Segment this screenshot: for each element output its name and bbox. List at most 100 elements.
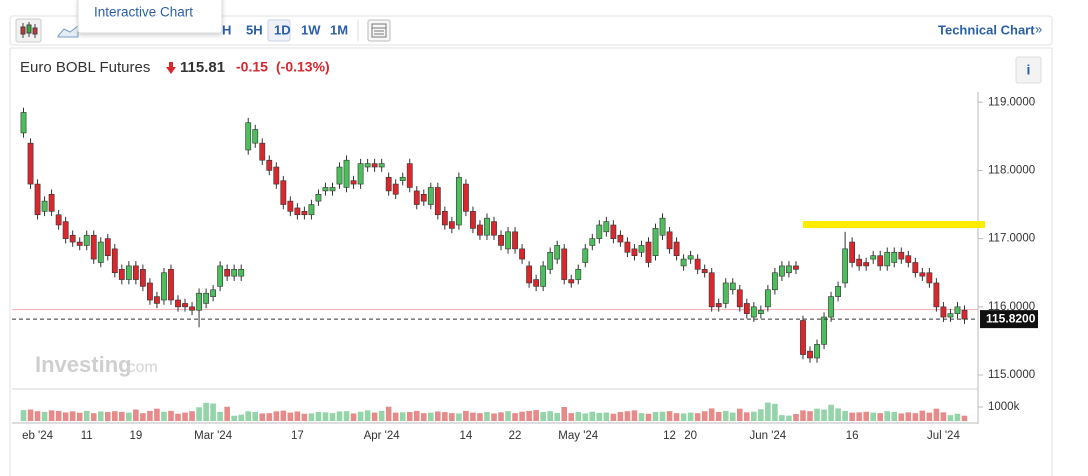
volume-bar [498, 412, 504, 421]
candle-body [926, 272, 933, 284]
candle-body [287, 200, 294, 212]
volume-bar [196, 407, 202, 421]
y-tick-label: 118.0000 [988, 164, 1035, 176]
interval-button[interactable]: H [222, 22, 231, 37]
candle-body [470, 211, 476, 229]
info-icon: i [1027, 62, 1031, 78]
interval-button[interactable]: 1W [301, 22, 321, 37]
volume-bar [828, 404, 834, 421]
volume-bar [659, 411, 666, 421]
candle-body [463, 183, 469, 212]
volume-bar [758, 409, 764, 421]
volume-bar [624, 411, 631, 421]
volume-bar [413, 410, 420, 421]
interval-button[interactable]: 5H [246, 22, 263, 37]
volume-bar [322, 412, 329, 421]
candle-body [666, 231, 673, 250]
volume-bar [428, 412, 434, 421]
volume-bar [519, 411, 525, 421]
down-arrow [166, 62, 176, 74]
candle-body [76, 241, 83, 246]
candle-body [589, 238, 596, 246]
candle-body [118, 269, 125, 280]
volume-bar [238, 414, 244, 421]
volume-bar [947, 415, 954, 421]
volume-bar [631, 410, 638, 421]
volume-bar [793, 414, 799, 421]
candle-body [498, 234, 504, 246]
candle-body [919, 272, 926, 277]
candle-body [912, 262, 919, 274]
candle-body [175, 299, 181, 308]
x-tick-label: 14 [460, 430, 473, 442]
candle-body [736, 289, 743, 308]
volume-bar [371, 412, 378, 421]
candle-body [842, 248, 849, 284]
last-price-label: 115.8200 [986, 311, 1036, 325]
volume-bar [512, 413, 518, 421]
volume-bar [765, 402, 771, 421]
candle-body [603, 221, 610, 233]
volume-bar [786, 415, 792, 421]
volume-bar [652, 412, 659, 421]
candle-body [638, 245, 645, 253]
volume-bar [97, 411, 104, 421]
candle-body [729, 282, 736, 291]
volume-bar [926, 412, 933, 421]
volume-bar [154, 408, 160, 421]
candle-body [343, 159, 350, 188]
volume-bar [898, 413, 905, 421]
volume-bar [933, 408, 940, 421]
volume-bar [315, 412, 322, 421]
candle-body [161, 272, 167, 301]
dropdown-item[interactable]: Interactive Chart [94, 5, 193, 20]
volume-bar [729, 412, 736, 421]
candle-body [413, 190, 420, 205]
candle-body [62, 221, 69, 239]
instrument-name: Euro BOBL Futures [20, 59, 150, 76]
candle-body [540, 265, 547, 287]
candle-body [168, 269, 174, 301]
candle-body [898, 251, 905, 260]
technical-chart-link[interactable]: Technical Chart [938, 22, 1035, 37]
volume-bar [807, 411, 813, 421]
volume-bar [779, 415, 785, 421]
candle-body [322, 187, 329, 192]
candle-body [448, 221, 455, 229]
candle-body [308, 204, 315, 216]
candle-body [203, 292, 209, 304]
volume-bar [69, 411, 76, 421]
chart-panel [9, 47, 1053, 476]
candle-body [182, 303, 188, 308]
chart-type-dropdown[interactable] [77, 0, 223, 34]
volume-bar [41, 411, 48, 421]
volume-bar [961, 415, 968, 421]
candle-body [596, 224, 603, 239]
candle-body [27, 142, 34, 185]
volume-bar [252, 412, 259, 421]
volume-bar [259, 413, 266, 421]
candle-body [764, 289, 771, 308]
candle-body [870, 255, 877, 260]
volume-bar [680, 413, 687, 421]
y-tick-label: 115.0000 [988, 369, 1035, 381]
last-price: 115.81 [180, 59, 225, 76]
volume-bar [638, 413, 645, 421]
volume-bar [336, 411, 343, 421]
volume-bar [435, 411, 441, 421]
volume-bar [582, 413, 589, 421]
x-tick-label: Apr '24 [364, 430, 401, 442]
volume-bar [772, 403, 778, 421]
candle-body [83, 234, 90, 246]
volume-bar [554, 412, 560, 421]
volume-bar [182, 412, 188, 421]
interval-button[interactable]: 1D [274, 22, 291, 37]
volume-bar [540, 412, 546, 421]
x-tick-label: Mar '24 [194, 430, 233, 442]
volume-bar [76, 412, 83, 421]
interval-button[interactable]: 1M [330, 22, 348, 37]
volume-bar [912, 413, 919, 421]
info-button[interactable] [1015, 56, 1042, 84]
volume-bar [596, 412, 603, 421]
volume-bar [385, 406, 392, 421]
